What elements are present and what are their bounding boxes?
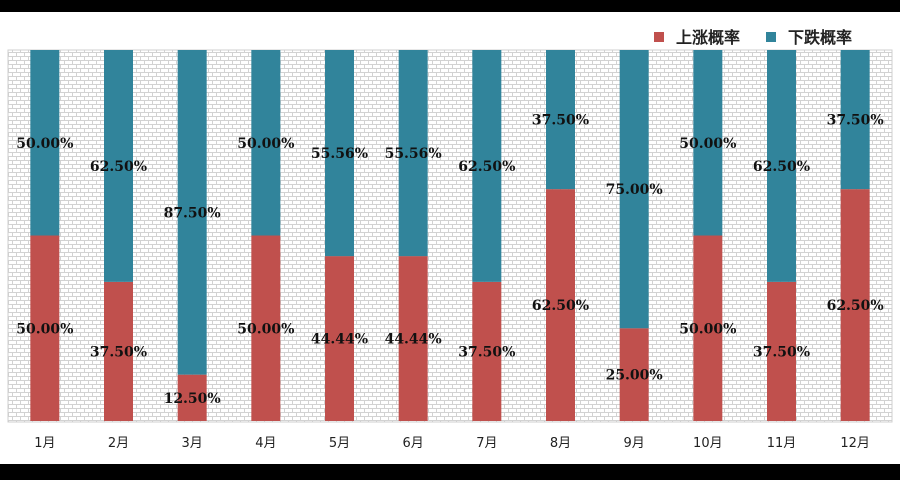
data-label-up-1: 50.00%: [16, 321, 73, 337]
data-label-up-4: 50.00%: [237, 321, 294, 337]
data-label-down-10: 50.00%: [679, 136, 736, 152]
data-label-up-8: 62.50%: [532, 298, 589, 314]
bar-up-7: [472, 281, 502, 422]
chart-panel: 50.00% 50.00% 37.50% 62.50% 12.50% 87.50% 50.0…: [0, 12, 900, 464]
data-label-up-2: 37.50%: [90, 344, 147, 360]
bars-layer: [30, 50, 870, 422]
data-label-up-11: 37.50%: [753, 344, 810, 360]
legend: 上涨概率 下跌概率: [654, 28, 852, 47]
data-label-down-12: 37.50%: [827, 113, 884, 129]
bar-up-2: [104, 281, 133, 422]
data-label-up-10: 50.00%: [679, 321, 736, 337]
data-label-down-11: 62.50%: [753, 159, 810, 175]
legend-swatch-up: [654, 32, 664, 42]
legend-swatch-down: [766, 32, 776, 42]
data-label-down-5: 55.56%: [311, 146, 368, 162]
data-label-down-3: 87.50%: [164, 205, 221, 221]
bar-up-4: [251, 235, 281, 421]
bar-down-10: [693, 50, 723, 236]
bar-down-1: [30, 50, 60, 236]
data-label-down-2: 62.50%: [90, 159, 147, 175]
x-axis: 1月 2月 3月 4月 5月 6月 7月 8月 9月 10月 11月 12月: [34, 436, 870, 451]
legend-label-down: 下跌概率: [788, 28, 852, 47]
x-tick-label-7: 7月: [476, 436, 497, 451]
bar-up-9: [619, 328, 649, 421]
x-tick-label-6: 6月: [403, 436, 424, 451]
bar-down-4: [251, 50, 281, 236]
bar-down-12: [840, 50, 870, 190]
bar-down-6: [398, 50, 428, 257]
bar-up-8: [546, 189, 575, 422]
data-label-down-7: 62.50%: [458, 159, 515, 175]
x-tick-label-1: 1月: [34, 436, 55, 451]
data-label-up-7: 37.50%: [458, 344, 515, 360]
bar-up-1: [30, 235, 60, 421]
stacked-bar-chart: 50.00% 50.00% 37.50% 62.50% 12.50% 87.50% 50.0…: [7, 28, 893, 451]
bar-down-3: [177, 50, 207, 375]
data-label-down-6: 55.56%: [385, 146, 442, 162]
x-tick-label-4: 4月: [255, 436, 276, 451]
data-label-up-3: 12.50%: [164, 391, 221, 407]
data-label-down-9: 75.00%: [606, 182, 663, 198]
data-label-down-4: 50.00%: [237, 136, 294, 152]
data-labels-layer: 50.00% 50.00% 37.50% 62.50% 12.50% 87.50% 50.0…: [16, 113, 883, 407]
bar-up-11: [767, 281, 796, 422]
bar-down-9: [619, 50, 649, 329]
bar-down-2: [104, 50, 133, 282]
data-label-down-8: 37.50%: [532, 113, 589, 129]
data-label-up-12: 62.50%: [827, 298, 884, 314]
x-tick-label-11: 11月: [767, 436, 797, 451]
data-label-up-6: 44.44%: [385, 332, 442, 348]
bar-down-5: [325, 50, 354, 257]
x-tick-label-3: 3月: [182, 436, 203, 451]
data-label-up-5: 44.44%: [311, 332, 368, 348]
bar-up-6: [398, 256, 428, 421]
legend-label-up: 上涨概率: [676, 28, 740, 47]
x-tick-label-2: 2月: [108, 436, 129, 451]
bar-down-11: [767, 50, 796, 282]
plot-area-background: [7, 49, 893, 423]
x-tick-label-8: 8月: [550, 436, 571, 451]
bar-up-3: [177, 374, 207, 422]
data-label-up-9: 25.00%: [606, 368, 663, 384]
x-tick-label-10: 10月: [693, 436, 723, 451]
x-tick-label-12: 12月: [840, 436, 870, 451]
bar-down-8: [546, 50, 575, 190]
bar-up-12: [840, 189, 870, 422]
data-label-down-1: 50.00%: [16, 136, 73, 152]
x-tick-label-5: 5月: [329, 436, 350, 451]
bar-up-5: [325, 256, 354, 421]
bar-up-10: [693, 235, 723, 421]
bar-down-7: [472, 50, 502, 282]
x-tick-label-9: 9月: [624, 436, 645, 451]
